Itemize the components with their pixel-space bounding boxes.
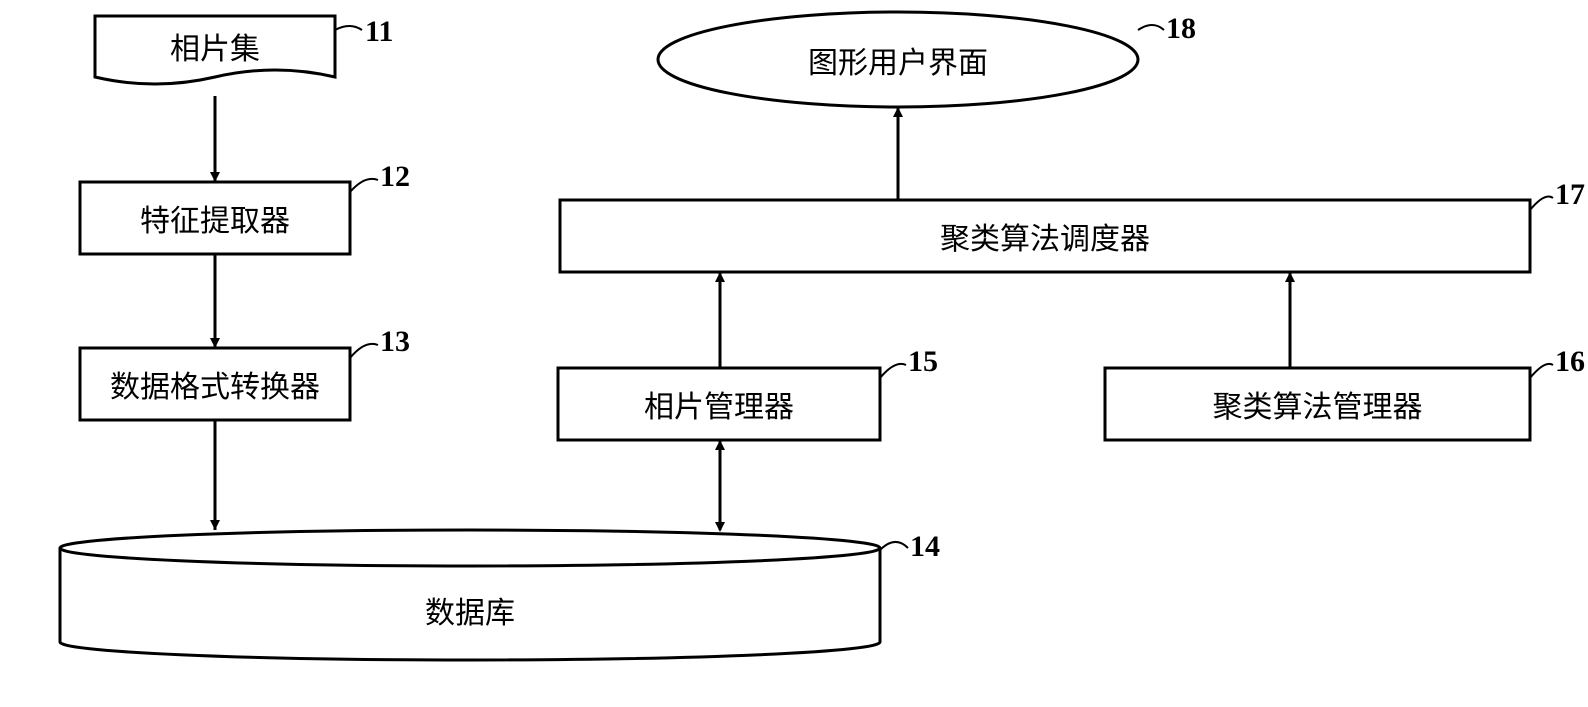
flowchart-diagram: 相片集11特征提取器12数据格式转换器13数据库14相片管理器15聚类算法管理器… [0, 0, 1588, 702]
diagram-svg [0, 0, 1588, 702]
